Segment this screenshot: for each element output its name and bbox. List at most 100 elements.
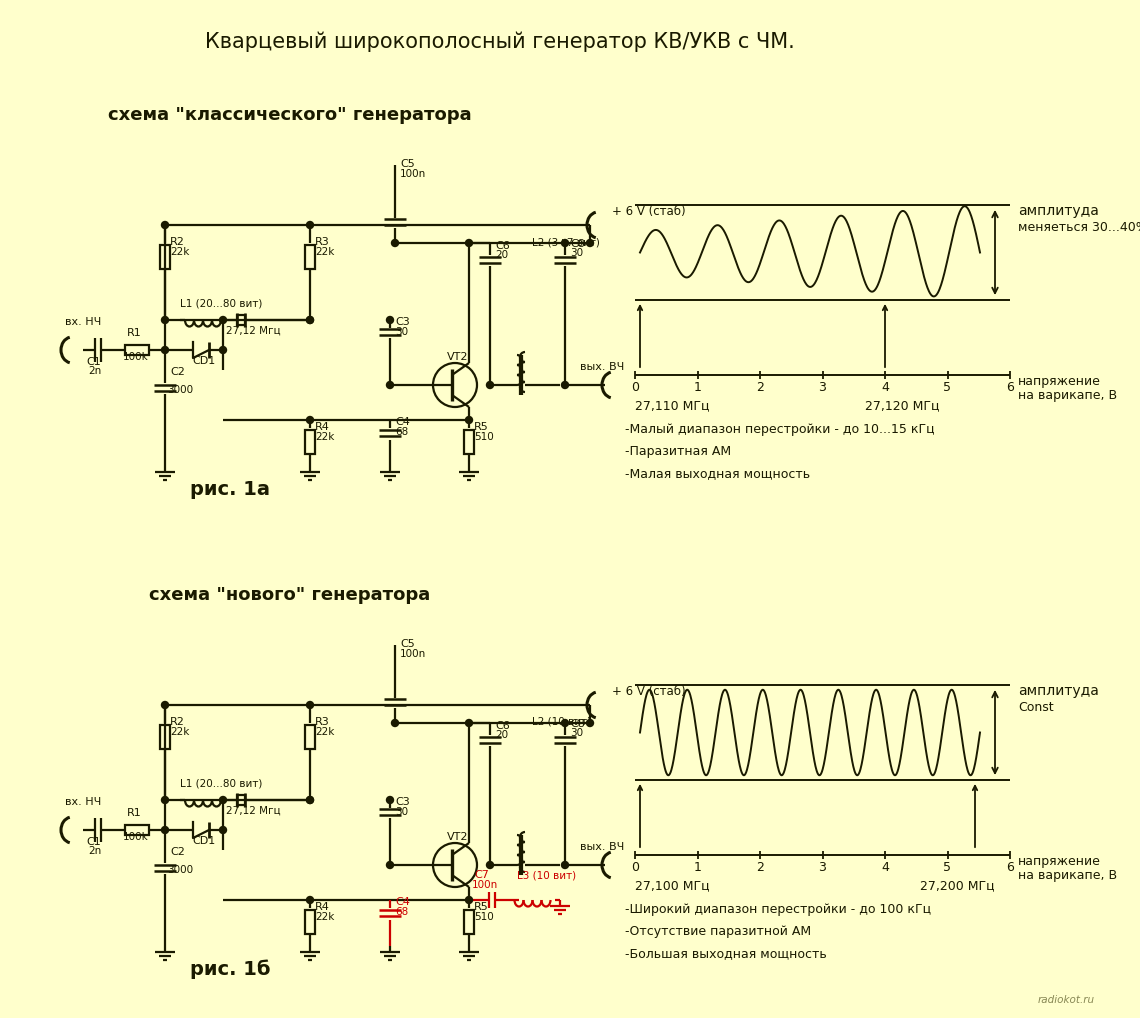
- Text: C4: C4: [394, 417, 410, 427]
- Circle shape: [386, 382, 393, 389]
- Circle shape: [307, 222, 314, 228]
- Circle shape: [562, 720, 569, 727]
- Text: 4: 4: [881, 861, 889, 874]
- Text: C8: C8: [570, 239, 585, 249]
- Text: -Паразитная АМ: -Паразитная АМ: [625, 445, 731, 458]
- Text: C1: C1: [86, 357, 100, 367]
- Text: 27,110 МГц: 27,110 МГц: [635, 399, 709, 412]
- Circle shape: [307, 317, 314, 324]
- Text: схема "классического" генератора: схема "классического" генератора: [108, 106, 472, 124]
- Text: 27,200 МГц: 27,200 МГц: [920, 879, 994, 892]
- Text: R4: R4: [315, 422, 329, 432]
- Circle shape: [307, 416, 314, 423]
- Circle shape: [465, 720, 472, 727]
- Text: 20: 20: [495, 250, 508, 260]
- Text: 3: 3: [819, 861, 826, 874]
- Text: L2 (10 вит): L2 (10 вит): [532, 717, 592, 727]
- Text: напряжение: напряжение: [1018, 855, 1101, 868]
- Text: 3: 3: [819, 381, 826, 394]
- Circle shape: [562, 861, 569, 868]
- Circle shape: [465, 897, 472, 904]
- Text: C2: C2: [170, 367, 185, 377]
- Circle shape: [586, 720, 594, 727]
- Text: 22k: 22k: [170, 727, 189, 737]
- Text: C6: C6: [495, 241, 510, 251]
- Text: 5: 5: [944, 861, 952, 874]
- Text: 30: 30: [394, 807, 408, 817]
- Text: схема "нового" генератора: схема "нового" генератора: [149, 586, 431, 604]
- Circle shape: [162, 796, 169, 803]
- Text: radiokot.ru: radiokot.ru: [1037, 995, 1096, 1005]
- Text: 2n: 2n: [88, 366, 101, 376]
- Text: на варикапе, В: на варикапе, В: [1018, 869, 1117, 882]
- Text: 27,100 МГц: 27,100 МГц: [635, 879, 709, 892]
- Text: C3: C3: [394, 797, 409, 807]
- Text: R1: R1: [127, 328, 141, 338]
- Text: VT2: VT2: [447, 352, 469, 362]
- Circle shape: [391, 720, 399, 727]
- Text: вх. НЧ: вх. НЧ: [65, 797, 101, 807]
- Text: R4: R4: [315, 902, 329, 912]
- Text: 30: 30: [394, 327, 408, 337]
- Text: -Отсутствие паразитной АМ: -Отсутствие паразитной АМ: [625, 925, 812, 938]
- Text: 100k: 100k: [123, 832, 148, 842]
- Bar: [160, 245, 170, 269]
- Text: 30: 30: [570, 728, 584, 738]
- Bar: [237, 795, 245, 805]
- Text: 5: 5: [944, 381, 952, 394]
- Circle shape: [386, 861, 393, 868]
- Text: C2: C2: [170, 847, 185, 857]
- Text: C4: C4: [394, 897, 410, 907]
- Bar: [464, 430, 474, 454]
- Text: 22k: 22k: [315, 247, 334, 257]
- Text: меняеться 30...40%: меняеться 30...40%: [1018, 221, 1140, 234]
- Circle shape: [162, 346, 169, 353]
- Bar: [464, 910, 474, 934]
- Circle shape: [562, 382, 569, 389]
- Text: R3: R3: [315, 717, 329, 727]
- Text: 27,12 Мгц: 27,12 Мгц: [226, 326, 280, 336]
- Circle shape: [386, 317, 393, 324]
- Text: 1: 1: [693, 861, 701, 874]
- Text: 510: 510: [474, 432, 494, 442]
- Text: 27,120 МГц: 27,120 МГц: [865, 399, 939, 412]
- Bar: [160, 725, 170, 749]
- Bar: [306, 430, 315, 454]
- Circle shape: [586, 239, 594, 246]
- Bar: [306, 725, 315, 749]
- Circle shape: [562, 239, 569, 246]
- Text: R3: R3: [315, 237, 329, 247]
- Text: 2: 2: [756, 861, 764, 874]
- Circle shape: [487, 382, 494, 389]
- Text: 0: 0: [632, 861, 640, 874]
- Text: 6: 6: [1007, 381, 1013, 394]
- Text: 68: 68: [394, 907, 408, 917]
- Text: R1: R1: [127, 808, 141, 818]
- Circle shape: [307, 796, 314, 803]
- Text: вых. ВЧ: вых. ВЧ: [580, 362, 625, 372]
- Text: C5: C5: [400, 159, 415, 169]
- Text: 2: 2: [756, 381, 764, 394]
- Text: R2: R2: [170, 237, 185, 247]
- Text: амплитуда: амплитуда: [1018, 204, 1099, 218]
- Circle shape: [307, 701, 314, 709]
- Text: 0: 0: [632, 381, 640, 394]
- Circle shape: [391, 239, 399, 246]
- Text: -Малая выходная мощность: -Малая выходная мощность: [625, 467, 811, 480]
- Text: L1 (20...80 вит): L1 (20...80 вит): [180, 778, 262, 788]
- Bar: [125, 345, 149, 355]
- Text: C1: C1: [86, 837, 100, 847]
- Text: -Малый диапазон перестройки - до 10...15 кГц: -Малый диапазон перестройки - до 10...15…: [625, 423, 935, 436]
- Text: 3000: 3000: [166, 865, 193, 875]
- Text: 4: 4: [881, 381, 889, 394]
- Text: C3: C3: [394, 317, 409, 327]
- Text: 100k: 100k: [123, 352, 148, 362]
- Text: 100n: 100n: [472, 880, 498, 890]
- Text: 2n: 2n: [88, 846, 101, 856]
- Text: напряжение: напряжение: [1018, 375, 1101, 388]
- Text: 30: 30: [570, 248, 584, 258]
- Circle shape: [220, 827, 227, 834]
- Text: C7: C7: [474, 870, 489, 880]
- Circle shape: [465, 416, 472, 423]
- Text: L1 (20...80 вит): L1 (20...80 вит): [180, 298, 262, 308]
